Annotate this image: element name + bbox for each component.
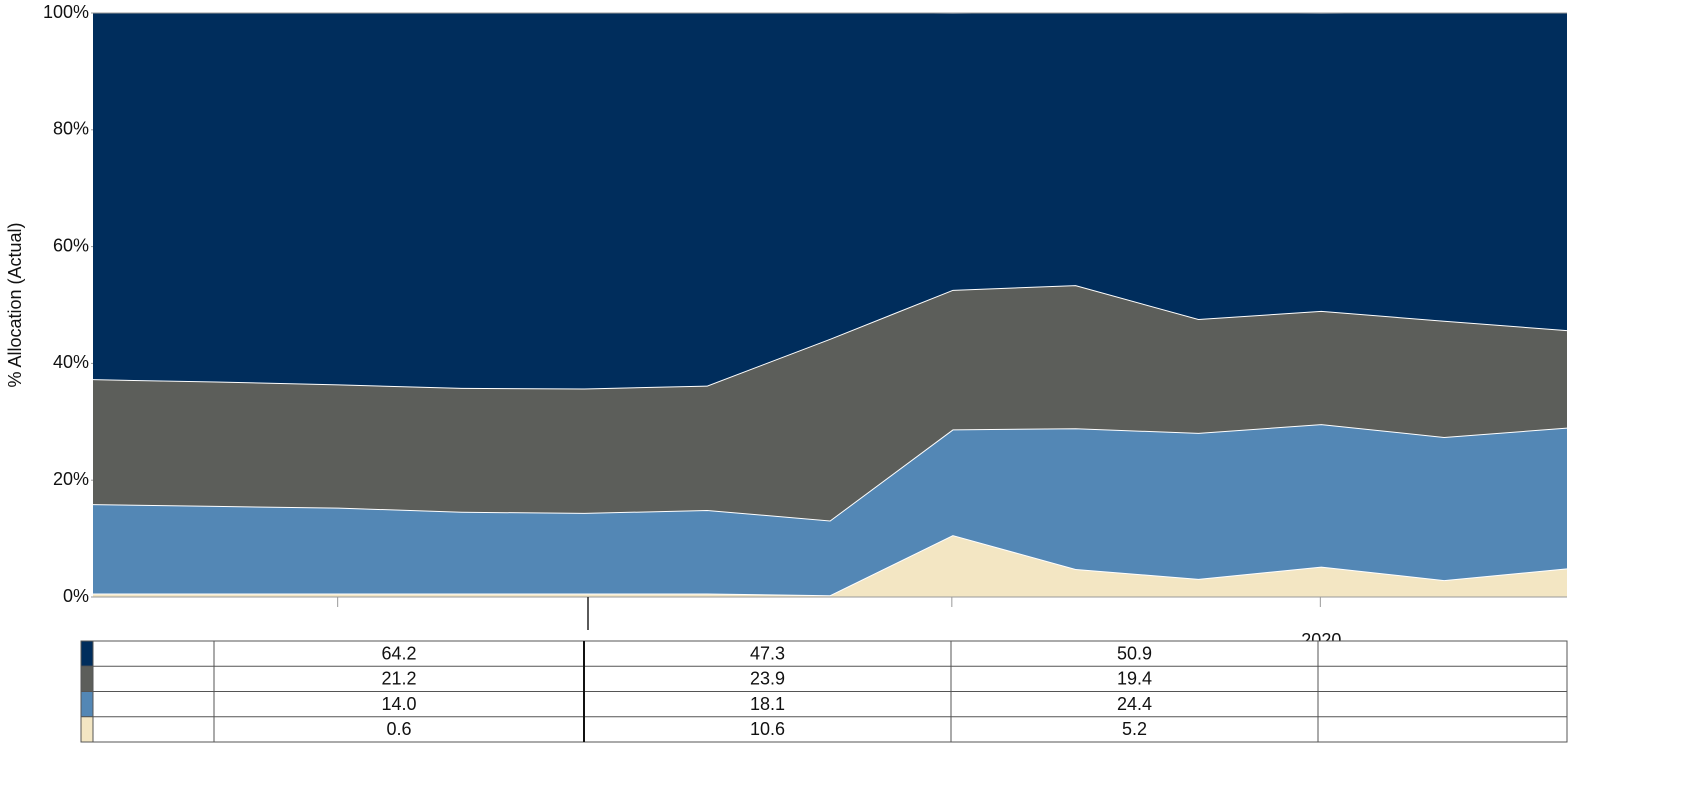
table-cell: 18.1 xyxy=(750,694,785,714)
y-tick-label: 40% xyxy=(53,352,89,372)
table-cell: 5.2 xyxy=(1122,719,1147,739)
table-cell: 21.2 xyxy=(381,669,416,689)
legend-swatch xyxy=(80,716,94,743)
table-cell: 47.3 xyxy=(750,643,785,663)
table-cell: 50.9 xyxy=(1117,643,1152,663)
y-tick-label: 60% xyxy=(53,235,89,255)
y-tick-label: 0% xyxy=(63,586,89,606)
table-cell: 64.2 xyxy=(381,643,416,663)
area xyxy=(93,285,1567,521)
area xyxy=(93,424,1567,596)
table-cell: 19.4 xyxy=(1117,669,1152,689)
area xyxy=(93,535,1567,597)
table-cell: 0.6 xyxy=(386,719,411,739)
y-tick-label: 80% xyxy=(53,119,89,139)
area xyxy=(93,13,1567,389)
y-tick-label: 100% xyxy=(43,2,89,22)
table-cell: 24.4 xyxy=(1117,694,1152,714)
y-axis-label: % Allocation (Actual) xyxy=(5,222,25,387)
table-cell: 23.9 xyxy=(750,669,785,689)
y-tick-label: 20% xyxy=(53,469,89,489)
legend-swatch xyxy=(80,665,94,692)
legend-swatch xyxy=(80,640,94,667)
table-cell: 14.0 xyxy=(381,694,416,714)
table-cell: 10.6 xyxy=(750,719,785,739)
legend-swatch xyxy=(80,691,94,718)
